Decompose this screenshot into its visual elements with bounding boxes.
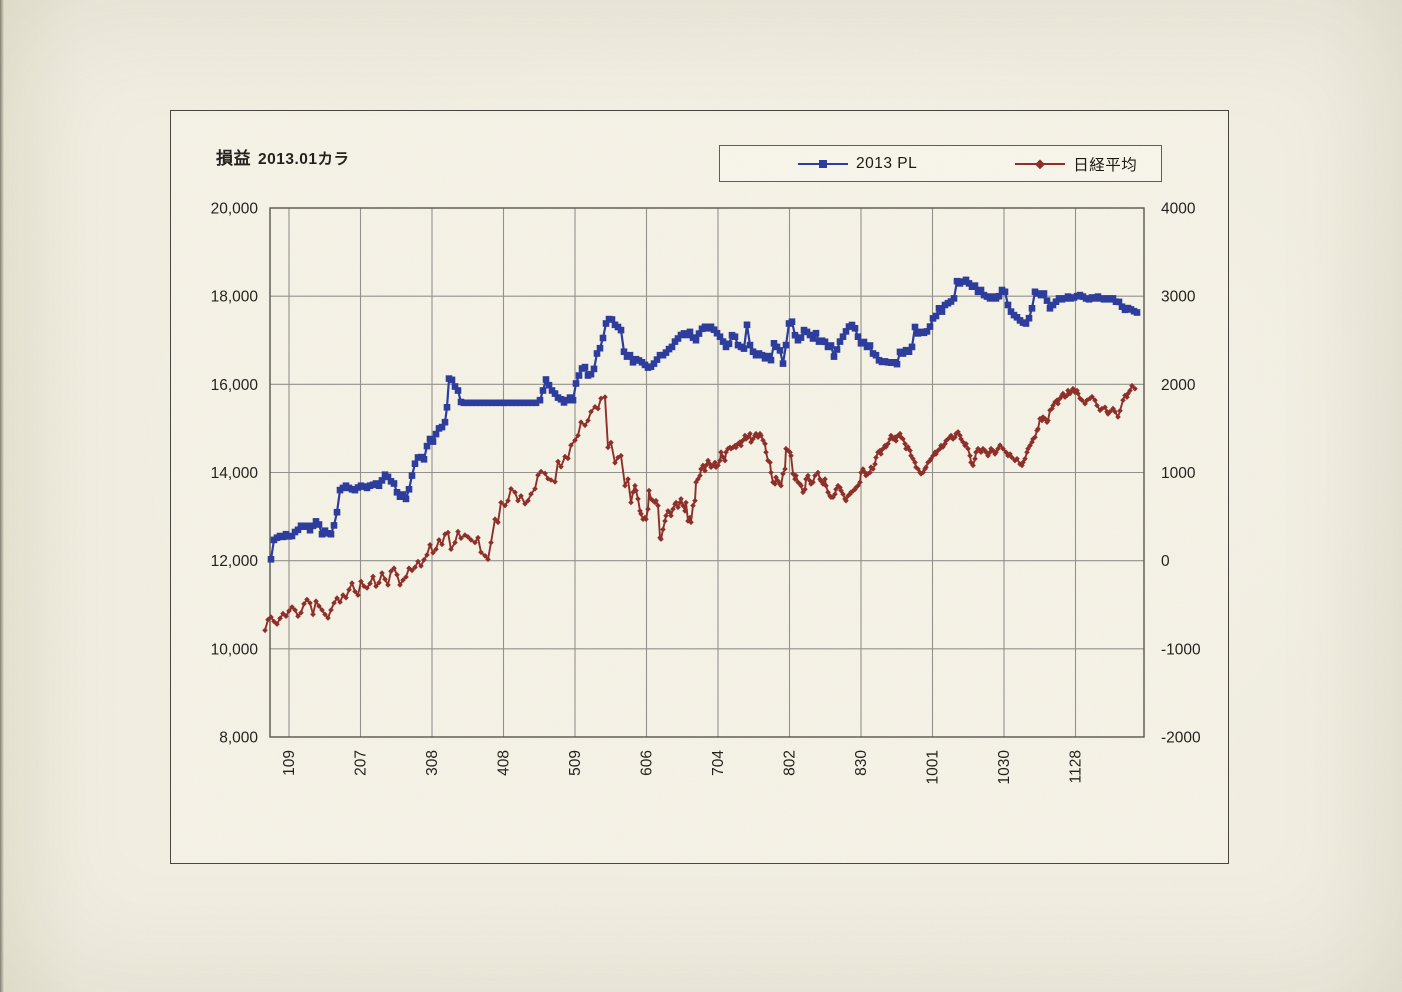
- legend-item-nikkei: 日経平均: [1015, 153, 1137, 175]
- blue-square-marker-icon: [819, 159, 827, 168]
- legend-line-2013-pl: [798, 159, 848, 168]
- scan-edge-shadow: [0, 0, 4, 992]
- chart-frame: 損益 2013.01カラ 2013 PL 日経平均: [170, 110, 1229, 864]
- legend-item-2013-pl: 2013 PL: [798, 155, 917, 173]
- legend-label-nikkei: 日経平均: [1073, 156, 1138, 174]
- legend-line-nikkei: [1015, 158, 1066, 169]
- red-diamond-marker-icon: [1035, 158, 1045, 169]
- legend-box: 2013 PL 日経平均: [719, 145, 1162, 182]
- legend-label-2013-pl: 2013 PL: [856, 154, 918, 172]
- chart-title-main: 損益: [216, 149, 251, 168]
- chart-title-sub: 2013.01カラ: [258, 151, 350, 168]
- chart-title: 損益 2013.01カラ: [216, 144, 350, 169]
